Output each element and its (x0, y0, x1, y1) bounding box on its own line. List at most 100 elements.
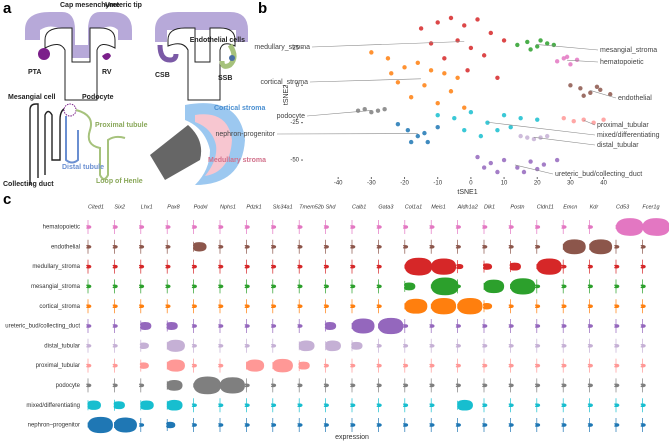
row-label: distal_tubular (44, 343, 80, 349)
violin (483, 279, 505, 294)
point (544, 133, 550, 139)
violin (640, 239, 646, 254)
violin (323, 299, 329, 314)
violin (534, 319, 541, 333)
violin (139, 339, 149, 352)
violin (587, 338, 593, 353)
violin (218, 259, 224, 274)
violin (561, 378, 567, 393)
row-label: cortical_stroma (39, 304, 80, 310)
violin (429, 398, 435, 413)
ureteric-tip-2 (167, 27, 236, 101)
diagram-label: Proximal tubule (95, 122, 148, 129)
violin (86, 299, 92, 314)
violin (350, 398, 356, 413)
cap-mesenchyme (25, 12, 132, 58)
violin (508, 418, 514, 432)
violin (376, 398, 382, 413)
point (369, 109, 374, 115)
violin (508, 299, 514, 314)
violin (587, 418, 593, 432)
violin (508, 338, 514, 353)
violin (323, 220, 329, 234)
panel-label: b (258, 0, 267, 17)
violin (376, 378, 382, 393)
violin (455, 319, 461, 333)
violin (402, 239, 409, 254)
violin (191, 398, 197, 413)
gene-label: Lhx1 (141, 204, 153, 210)
violin (587, 398, 593, 413)
violin (140, 320, 152, 332)
violin (508, 398, 514, 413)
violin (270, 338, 277, 353)
point (428, 41, 434, 46)
violin (640, 279, 646, 294)
violin (244, 220, 250, 234)
violin (193, 241, 207, 252)
violin (510, 278, 536, 295)
violin (166, 419, 176, 431)
violin (587, 378, 593, 393)
cluster-label: proximal_tubular (597, 122, 649, 129)
violin (508, 358, 514, 373)
violin (351, 318, 375, 334)
violin (297, 259, 303, 274)
violin (244, 398, 250, 413)
violin (323, 358, 329, 373)
violin (402, 338, 409, 353)
gene-label: Cldn11 (537, 204, 554, 210)
violin (402, 398, 409, 413)
leader-line (306, 110, 372, 117)
y-tick-label: 25 (292, 45, 299, 51)
violin (587, 358, 593, 373)
violin (561, 220, 567, 234)
diagram-label: Ureteric tip (105, 2, 142, 9)
point (574, 57, 580, 63)
violin (534, 299, 541, 314)
violin (640, 299, 646, 314)
violin (455, 358, 461, 373)
violin (219, 377, 245, 394)
violin (562, 239, 586, 255)
violin (297, 279, 303, 294)
violin (376, 259, 382, 274)
point (389, 71, 394, 76)
x-axis-title: expression (335, 434, 369, 441)
violin (112, 259, 118, 274)
point (385, 56, 391, 61)
point (442, 56, 447, 61)
violin (244, 319, 250, 333)
violin (86, 220, 92, 234)
violin (402, 358, 409, 373)
cluster-label: endothelial (618, 95, 652, 102)
violin (298, 360, 310, 372)
violin (561, 319, 567, 333)
point (601, 117, 606, 122)
x-tick-label: 40 (600, 181, 607, 187)
y-tick-label: 0 (296, 83, 300, 89)
violin (640, 259, 646, 274)
violin (482, 239, 488, 254)
violin (138, 418, 145, 432)
point (382, 107, 387, 112)
point (462, 127, 467, 133)
violin (246, 359, 265, 372)
diagram-label: Medullary stroma (208, 157, 266, 164)
gene-label: Col1a1 (405, 204, 422, 210)
x-tick-label: 0 (469, 181, 473, 187)
violin (350, 299, 356, 314)
violin (270, 239, 277, 254)
violin (165, 220, 171, 234)
diagram-label: RV (102, 69, 112, 76)
violin (244, 418, 250, 432)
violin (561, 259, 567, 274)
point (485, 120, 490, 125)
panel-label: c (3, 191, 11, 208)
violin (86, 259, 92, 274)
violin (112, 319, 118, 333)
x-tick-label: -10 (433, 181, 442, 187)
point (422, 130, 427, 136)
violin (244, 259, 250, 274)
ureter (150, 125, 202, 180)
